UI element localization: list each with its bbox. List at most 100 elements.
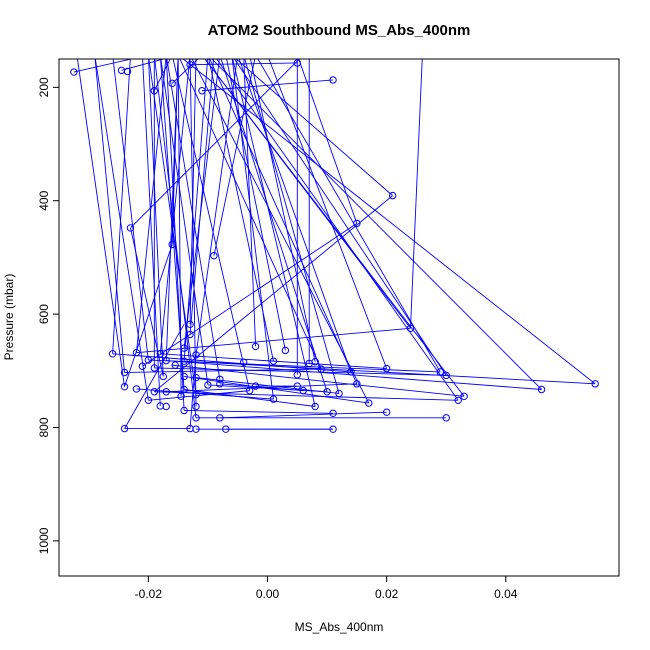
series-line-segment <box>136 327 411 354</box>
data-point <box>162 356 170 365</box>
data-point <box>120 424 129 433</box>
data-point <box>198 87 206 95</box>
series-line-segment <box>184 360 596 385</box>
data-point <box>144 396 153 404</box>
data-point <box>186 320 194 329</box>
series-line-segment <box>257 59 441 373</box>
data-point <box>329 425 337 433</box>
data-point <box>216 380 224 388</box>
data-point <box>171 361 179 369</box>
data-point <box>281 346 290 355</box>
y-axis: 200 400 600 800 1000 <box>37 77 59 554</box>
series-line-segment <box>231 59 274 400</box>
data-point <box>204 381 212 389</box>
data-point <box>245 386 254 395</box>
x-axis-label: MS_Abs_400nm <box>295 620 384 634</box>
series-line-segment <box>232 59 316 407</box>
data-point <box>150 388 159 396</box>
series-line-segment <box>207 384 328 393</box>
series-line-segment <box>171 59 179 245</box>
data-point <box>186 60 194 69</box>
data-point <box>317 365 325 373</box>
y-tick-label: 800 <box>37 417 51 437</box>
x-tick-label: 0.02 <box>375 587 399 601</box>
data-point <box>162 388 170 396</box>
series-line-segment <box>124 324 185 429</box>
data-point <box>216 375 224 383</box>
data-point <box>353 219 361 228</box>
data-point <box>210 252 218 260</box>
series-line-segment <box>216 59 459 401</box>
data-point <box>251 382 260 390</box>
series-line-segment <box>159 59 191 354</box>
data-point <box>222 425 230 433</box>
data-point <box>180 385 188 394</box>
series-line-segment <box>268 59 388 369</box>
data-point <box>70 68 78 76</box>
data-point <box>388 191 397 200</box>
data-point <box>353 380 361 388</box>
data-point <box>293 59 301 67</box>
series-line-segment <box>154 391 459 401</box>
series-line-segment <box>219 383 304 392</box>
series-line-segment <box>183 59 209 362</box>
series-line-segment <box>189 59 197 407</box>
series-line-segment <box>76 59 125 387</box>
series-line-segment <box>235 59 393 196</box>
series-line-segment <box>136 388 274 400</box>
series-line-segment <box>172 364 465 397</box>
data-point <box>192 373 200 382</box>
data-point <box>216 414 224 422</box>
series-line-segment <box>220 59 328 392</box>
y-tick-label: 1000 <box>37 527 51 554</box>
series-line-segment <box>211 59 542 390</box>
data-point <box>150 87 159 95</box>
series-line-segment <box>189 59 215 335</box>
data-point <box>162 402 170 411</box>
series-line-segment <box>148 59 164 377</box>
series-line-segment <box>219 411 387 419</box>
x-tick-label: -0.02 <box>135 587 163 601</box>
data-point <box>269 357 278 365</box>
data-point <box>120 382 129 391</box>
series-line-segment <box>130 59 300 229</box>
data-point <box>311 402 319 411</box>
data-point <box>251 342 260 351</box>
series-line-segment <box>94 59 149 401</box>
data-point <box>293 382 301 390</box>
data-point <box>329 76 337 84</box>
data-point <box>180 357 188 365</box>
series-line-segment <box>73 59 134 73</box>
data-point <box>144 356 153 364</box>
series-line-segment <box>238 59 352 373</box>
series-line-segment <box>94 59 125 373</box>
data-point <box>239 358 248 366</box>
series-line-segment <box>189 59 197 325</box>
data-point <box>335 389 343 398</box>
data-point <box>168 240 176 249</box>
series-line-segment <box>233 59 447 376</box>
data-point <box>323 388 331 396</box>
series-line-segment <box>172 59 251 391</box>
series-line-segment <box>160 59 209 386</box>
data-point <box>454 396 462 404</box>
data-point <box>537 385 546 394</box>
series-line-segment <box>179 59 322 370</box>
data-point <box>269 395 278 403</box>
data-point <box>442 414 450 422</box>
data-point <box>156 350 164 358</box>
data-point <box>123 67 132 76</box>
y-tick-label: 600 <box>37 304 51 324</box>
data-point <box>120 368 129 377</box>
series-line-segment <box>204 59 465 397</box>
series-points <box>70 59 599 433</box>
data-point <box>138 362 147 370</box>
series-line-segment <box>213 59 256 256</box>
y-tick-label: 400 <box>37 190 51 210</box>
series-line-segment <box>250 59 316 362</box>
data-point <box>168 79 176 88</box>
data-point <box>329 409 337 418</box>
data-point <box>293 371 301 379</box>
series-line-segment <box>124 244 173 387</box>
